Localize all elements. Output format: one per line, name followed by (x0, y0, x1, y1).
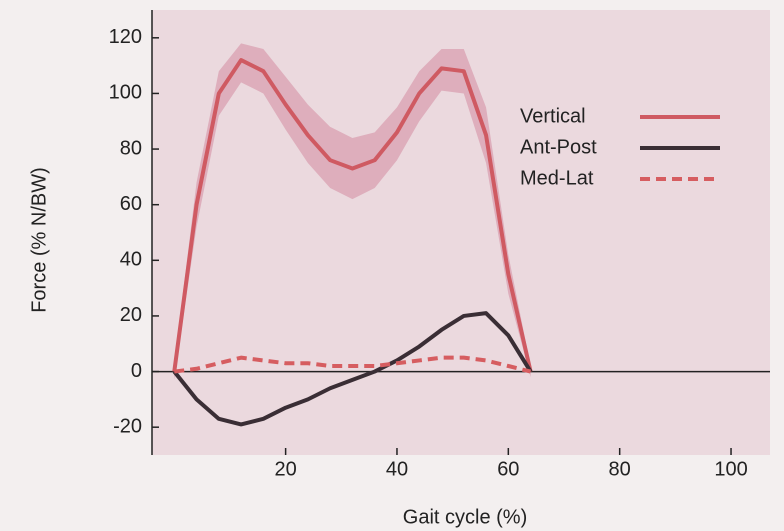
x-tick-label: 100 (714, 458, 747, 480)
y-tick-label: 80 (120, 137, 142, 159)
y-tick-label: 120 (109, 26, 142, 48)
y-tick-label: 100 (109, 82, 142, 104)
x-tick-label: 60 (497, 458, 519, 480)
y-tick-label: 0 (131, 360, 142, 382)
x-tick-label: 80 (609, 458, 631, 480)
legend-label: Med-Lat (520, 167, 594, 189)
x-tick-label: 40 (386, 458, 408, 480)
y-tick-label: 20 (120, 304, 142, 326)
series-line (172, 311, 533, 427)
x-axis-title: Gait cycle (%) (403, 506, 527, 528)
y-axis-title: Force (% N/BW) (28, 167, 50, 313)
y-tick-label: 40 (120, 249, 142, 271)
y-tick-label: 60 (120, 193, 142, 215)
x-tick-label: 20 (274, 458, 296, 480)
series-line (172, 58, 533, 373)
series-line (174, 355, 532, 374)
legend-label: Vertical (520, 105, 586, 127)
legend-label: Ant-Post (520, 136, 597, 158)
y-tick-label: -20 (113, 415, 142, 437)
